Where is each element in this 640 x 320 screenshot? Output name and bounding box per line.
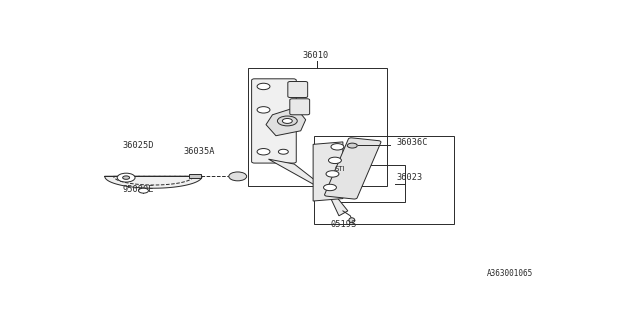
Text: 36035A: 36035A bbox=[183, 147, 214, 156]
FancyBboxPatch shape bbox=[288, 82, 308, 98]
FancyBboxPatch shape bbox=[252, 79, 296, 163]
Text: STI: STI bbox=[335, 166, 345, 172]
Circle shape bbox=[278, 149, 288, 154]
Polygon shape bbox=[269, 159, 337, 197]
Bar bbox=[334, 165, 405, 202]
Circle shape bbox=[348, 143, 357, 148]
Ellipse shape bbox=[349, 218, 355, 223]
Polygon shape bbox=[105, 176, 202, 188]
Text: 95080E: 95080E bbox=[122, 185, 154, 194]
Circle shape bbox=[138, 188, 148, 193]
Polygon shape bbox=[313, 142, 343, 201]
Circle shape bbox=[326, 171, 339, 177]
Circle shape bbox=[257, 83, 270, 90]
Text: 36025D: 36025D bbox=[122, 141, 154, 150]
Circle shape bbox=[277, 116, 297, 126]
Circle shape bbox=[117, 173, 135, 182]
Bar bbox=[248, 68, 387, 186]
Circle shape bbox=[282, 118, 292, 124]
Polygon shape bbox=[328, 192, 348, 216]
Text: A363001065: A363001065 bbox=[486, 269, 533, 278]
Circle shape bbox=[331, 144, 344, 150]
FancyBboxPatch shape bbox=[290, 99, 310, 115]
Text: 36010: 36010 bbox=[302, 51, 328, 60]
Circle shape bbox=[123, 176, 129, 179]
Text: 36023: 36023 bbox=[396, 173, 422, 182]
Circle shape bbox=[257, 148, 270, 155]
FancyBboxPatch shape bbox=[324, 138, 381, 199]
Polygon shape bbox=[189, 174, 200, 178]
Text: 36036C: 36036C bbox=[396, 138, 428, 147]
Polygon shape bbox=[266, 108, 306, 136]
Circle shape bbox=[229, 172, 246, 181]
Circle shape bbox=[257, 107, 270, 113]
Text: 0519S: 0519S bbox=[330, 220, 356, 229]
Circle shape bbox=[324, 184, 337, 191]
Bar bbox=[314, 136, 454, 224]
Circle shape bbox=[328, 157, 341, 164]
